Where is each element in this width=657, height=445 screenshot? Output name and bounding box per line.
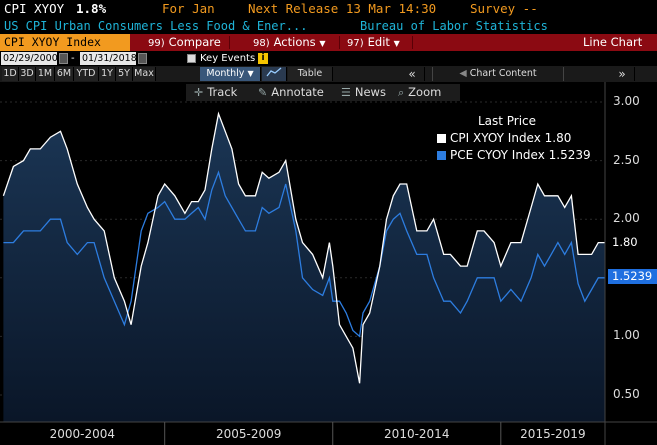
pce-last-value: 1.5239 (608, 269, 657, 284)
legend-swatch (437, 151, 446, 160)
chevron-down-icon: ▼ (393, 39, 400, 48)
compare-label: Compare (168, 35, 221, 49)
header-bar: CPI XYOY 1.8% For Jan Next Release 13 Ma… (0, 0, 657, 18)
chart-content-label: Chart Content (469, 68, 537, 79)
x-period-label: 2000-2004 (49, 427, 116, 441)
left-arrow-icon: ◀ (459, 68, 467, 79)
start-date-input[interactable]: 02/29/2000 (1, 52, 58, 65)
scroll-left-icon[interactable]: « (400, 67, 425, 81)
x-period-label: 2015-2019 (520, 427, 586, 441)
range-1d[interactable]: 1D (2, 67, 19, 81)
track-tool[interactable]: ✛ Track (194, 84, 237, 101)
chevron-down-icon: ▼ (247, 69, 254, 78)
calendar-icon[interactable] (59, 53, 68, 64)
range-toolbar: 1D 3D 1M 6M YTD 1Y 5Y Max Monthly ▼ Tabl… (0, 66, 657, 82)
x-period-label: 2010-2014 (384, 427, 450, 441)
actions-button[interactable]: 98) Actions ▼ (253, 34, 325, 51)
cpi-area (3, 113, 605, 422)
news-tool[interactable]: ☰ News (341, 84, 386, 101)
actions-label: Actions (273, 35, 316, 49)
ticker-value: 1.8% (76, 1, 107, 16)
range-6m[interactable]: 6M (55, 67, 74, 81)
compare-number: 99) (148, 38, 165, 49)
info-icon[interactable]: i (258, 53, 268, 64)
track-label: Track (207, 85, 238, 99)
calendar-icon[interactable] (138, 53, 147, 64)
range-3d[interactable]: 3D (19, 67, 36, 81)
next-release-label: Next Release 13 Mar 14:30 (248, 1, 437, 16)
table-button[interactable]: Table (288, 67, 333, 81)
range-ytd[interactable]: YTD (74, 67, 99, 81)
chart-legend: Last Price CPI XYOY Index 1.80 PCE CYOY … (427, 112, 591, 166)
legend-label-pce: PCE CYOY Index 1.5239 (450, 148, 591, 162)
date-separator: - (71, 53, 75, 64)
zoom-tool[interactable]: ⌕ Zoom (398, 84, 441, 101)
y-tick-label: 2.00 (613, 211, 640, 226)
legend-label-cpi: CPI XYOY Index 1.80 (450, 131, 572, 145)
cpi-series-line (2, 111, 605, 384)
y-tick-label: 2.50 (613, 152, 640, 167)
chart-tools-bar: ✛ Track ✎ Annotate ☰ News ⌕ Zoom (186, 84, 460, 101)
divider (339, 36, 340, 49)
news-label: News (354, 85, 386, 99)
range-1m[interactable]: 1M (36, 67, 55, 81)
edit-button[interactable]: 97) Edit ▼ (347, 34, 400, 51)
x-period-dividers (164, 422, 502, 445)
range-max[interactable]: Max (133, 67, 156, 81)
frequency-dropdown[interactable]: Monthly ▼ (200, 67, 261, 81)
date-range-bar: 02/29/2000 - 01/31/2018 Key Events i (0, 51, 657, 66)
function-bar: CPI XYOY Index 99) Compare 98) Actions ▼ 9… (0, 34, 657, 51)
divider (412, 36, 413, 49)
legend-item-cpi: CPI XYOY Index 1.80 (437, 131, 571, 145)
y-tick-label: 3.00 (613, 94, 640, 108)
chart-type-label: Line Chart (583, 35, 643, 49)
x-period-label: 2005-2009 (216, 427, 282, 441)
legend-item-pce: PCE CYOY Index 1.5239 (437, 148, 591, 162)
news-icon: ☰ (341, 86, 351, 99)
survey-label: Survey -- (470, 1, 538, 16)
header-description-bar: US CPI Urban Consumers Less Food & Ener.… (0, 18, 657, 34)
crosshair-icon: ✛ (194, 86, 204, 99)
key-events-checkbox[interactable] (187, 54, 196, 63)
range-5y[interactable]: 5Y (116, 67, 133, 81)
edit-label: Edit (367, 35, 390, 49)
y-tick-label: 0.50 (613, 387, 640, 401)
range-1y[interactable]: 1Y (99, 67, 116, 81)
cpi-last-value: 1.80 (608, 235, 657, 250)
end-date-input[interactable]: 01/31/2018 (80, 52, 137, 65)
pce-series-line (3, 170, 605, 338)
annotate-label: Annotate (271, 85, 324, 99)
y-tick-label: 1.00 (613, 328, 640, 343)
chart-content-button[interactable]: ◀ Chart Content (432, 67, 564, 81)
ticker-symbol: CPI XYOY (4, 1, 65, 16)
line-chart-icon[interactable] (262, 67, 287, 81)
zoom-label: Zoom (408, 85, 442, 99)
period-label: For Jan (162, 1, 215, 16)
scroll-right-icon[interactable]: » (610, 67, 635, 81)
actions-number: 98) (253, 38, 270, 49)
security-field[interactable]: CPI XYOY Index (0, 34, 130, 51)
legend-swatch (437, 134, 446, 143)
source-label: Bureau of Labor Statistics (360, 19, 548, 33)
key-events-label: Key Events (200, 53, 256, 64)
divider (229, 36, 230, 49)
legend-title: Last Price (477, 114, 537, 128)
edit-number: 97) (347, 38, 364, 49)
compare-button[interactable]: 99) Compare (148, 34, 221, 51)
search-icon: ⌕ (398, 86, 405, 99)
pencil-icon: ✎ (258, 86, 268, 99)
frequency-label: Monthly (206, 68, 245, 79)
series-description: US CPI Urban Consumers Less Food & Ener.… (4, 19, 308, 33)
annotate-tool[interactable]: ✎ Annotate (258, 84, 324, 101)
chevron-down-icon: ▼ (319, 39, 326, 48)
